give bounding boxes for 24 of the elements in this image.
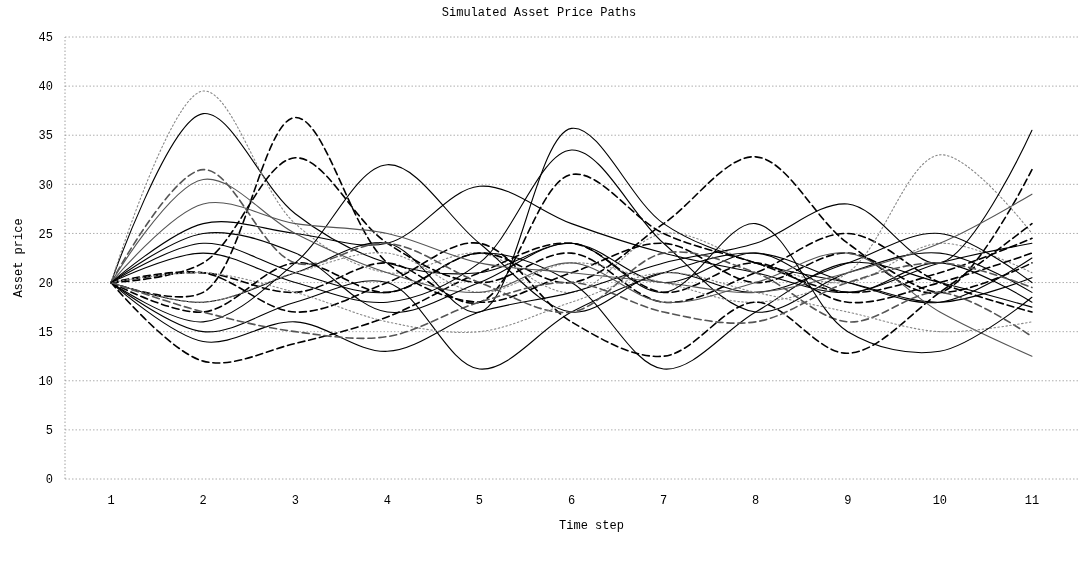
y-tick-label: 30 — [38, 178, 53, 193]
y-tick-label: 15 — [38, 325, 53, 340]
x-tick-label: 3 — [291, 494, 299, 508]
x-tick-label: 11 — [1024, 494, 1040, 508]
y-axis-title: Asset price — [12, 218, 26, 298]
x-tick-label: 2 — [199, 494, 207, 508]
x-axis-title: Time step — [559, 519, 624, 533]
x-tick-label: 4 — [383, 494, 391, 508]
x-tick-label: 6 — [567, 494, 576, 508]
y-tick-label: 20 — [38, 276, 53, 291]
x-tick-label: 10 — [932, 494, 948, 508]
x-tick-label: 8 — [752, 494, 760, 508]
x-tick-label: 1 — [107, 494, 115, 508]
x-tick-label: 7 — [659, 494, 668, 508]
x-tick-label: 9 — [844, 494, 852, 508]
y-tick-label: 10 — [38, 374, 53, 389]
y-tick-label: 45 — [38, 31, 53, 46]
y-tick-label: 40 — [38, 80, 53, 95]
y-tick-label: 5 — [45, 424, 53, 439]
y-tick-label: 35 — [38, 129, 53, 144]
y-tick-label: 0 — [45, 473, 53, 488]
y-tick-label: 25 — [38, 227, 53, 242]
chart-title: Simulated Asset Price Paths — [441, 6, 637, 20]
x-tick-label: 5 — [475, 494, 484, 508]
